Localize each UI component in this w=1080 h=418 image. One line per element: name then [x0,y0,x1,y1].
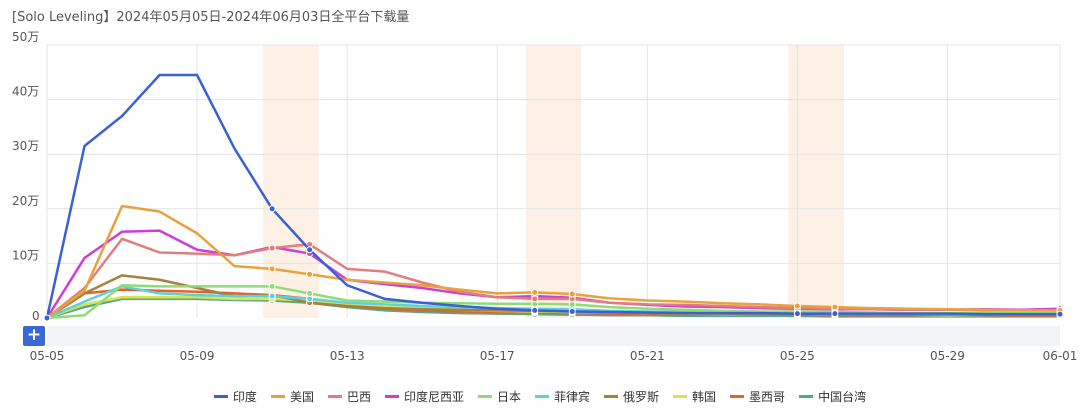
data-point [568,307,576,315]
legend-label: 韩国 [692,390,717,404]
y-tick-label: 30万 [12,139,39,153]
legend-label: 俄罗斯 [623,390,660,404]
series-line [46,204,1060,320]
legend-swatch [384,395,399,398]
data-point [531,288,539,296]
data-point [531,306,539,314]
data-point [306,289,314,297]
legend-item[interactable]: 美国 [270,388,314,405]
legend-label: 墨西哥 [749,390,786,404]
legend-item[interactable]: 中国台湾 [799,388,866,405]
data-point [306,270,314,278]
x-tick-label: 05-25 [780,349,815,363]
legend-swatch [799,395,814,398]
zoom-track[interactable] [47,326,1060,346]
legend-swatch [213,395,228,398]
highlight-band [525,45,582,318]
data-point [1056,310,1064,318]
legend-item[interactable]: 印度 [213,388,257,405]
data-point [268,292,276,300]
legend-label: 印度尼西亚 [403,390,464,404]
legend-swatch [730,395,745,398]
legend-item[interactable]: 日本 [477,388,521,405]
data-point [531,295,539,303]
x-tick-label: 05-09 [180,349,215,363]
legend-swatch [477,395,492,398]
legend-item[interactable]: 菲律宾 [535,388,590,405]
data-point [568,290,576,298]
data-point [268,282,276,290]
data-point [43,314,51,322]
legend-swatch [270,395,285,398]
legend-item[interactable]: 韩国 [673,388,716,405]
legend-item[interactable]: 印度尼西亚 [384,388,464,405]
legend-swatch [535,395,549,398]
legend-label: 中国台湾 [818,390,867,404]
chart-title: [Solo Leveling】2024年05月05日-2024年06月03日全平… [12,10,410,25]
y-tick-label: 50万 [12,30,39,44]
legend-swatch [604,395,619,398]
y-tick-label: 20万 [12,194,39,208]
y-tick-label: 10万 [12,248,39,262]
data-point [831,310,839,318]
data-point [793,302,801,310]
x-tick-label: 05-29 [930,349,965,363]
legend-label: 美国 [289,390,314,404]
x-tick-label: 06-01 [1043,349,1078,363]
data-point [306,246,314,254]
x-tick-label: 05-13 [330,349,365,363]
y-tick-label: 0 [32,309,40,323]
chart-legend: 印度 美国 巴西 印度尼西亚 日本 菲律宾 俄罗斯 韩国 墨西哥 中国台湾 [0,388,1080,405]
legend-item[interactable]: 墨西哥 [730,388,785,405]
data-point [793,310,801,318]
legend-label: 菲律宾 [554,390,591,404]
x-tick-label: 05-05 [30,349,65,363]
series-line [45,73,1060,319]
data-point [268,205,276,213]
data-point [268,244,276,252]
data-point [268,265,276,273]
legend-label: 印度 [232,390,257,404]
x-tick-label: 05-17 [480,349,515,363]
highlight-band [788,45,844,318]
legend-label: 日本 [496,390,521,404]
data-point [831,303,839,311]
x-tick-label: 05-21 [630,349,665,363]
zoom-plus-button[interactable] [23,325,45,346]
legend-label: 巴西 [346,390,371,404]
legend-item[interactable]: 巴西 [327,388,371,405]
y-tick-label: 40万 [12,85,39,99]
legend-swatch [673,395,688,398]
legend-swatch [327,395,342,398]
legend-item[interactable]: 俄罗斯 [604,388,659,405]
